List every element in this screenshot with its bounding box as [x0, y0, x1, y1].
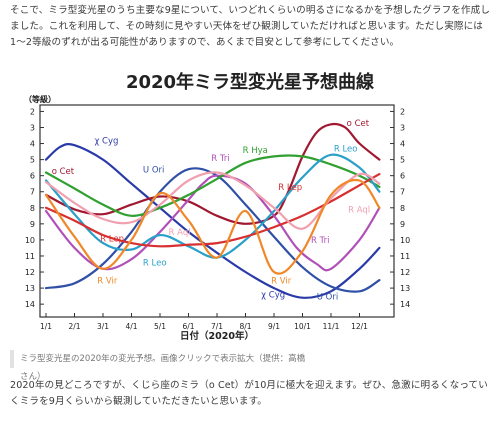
y-tick-label-left: 6 — [30, 172, 35, 181]
series-label: R Leo — [143, 259, 167, 269]
y-tick-label-right: 14 — [400, 300, 410, 309]
y-tick-label-right: 7 — [400, 188, 405, 197]
y-tick-label-left: 13 — [25, 284, 35, 293]
chart-title: 2020年ミラ型変光星予想曲線 — [126, 71, 374, 93]
variable-star-chart[interactable]: 2020年ミラ型変光星予想曲線 （等級） 234567891011121314 … — [10, 64, 490, 344]
series-line-r-hya — [44, 154, 381, 217]
series-line-cyg — [44, 142, 381, 299]
y-tick-label-left: 4 — [30, 140, 35, 149]
y-tick-label-left: 12 — [25, 268, 35, 277]
y-tick-label-right: 12 — [400, 268, 410, 277]
y-tick-label-right: 6 — [400, 172, 405, 181]
series-label: χ Cyg — [261, 291, 285, 301]
y-tick-label-left: 3 — [30, 123, 35, 132]
series-label: ο Cet — [347, 119, 370, 129]
y-axis-label: （等級） — [24, 94, 56, 104]
y-tick-label-right: 2 — [400, 107, 405, 116]
outro-paragraph: 2020年の見どころですが、くじら座のミラ（ο Cet）が10月に極大を迎えます… — [10, 380, 488, 407]
series-label: R Lep — [100, 235, 124, 245]
x-ticks: 1/1 2/1 3/1 4/1 5/1 6/1 7/1 8/1 9/1 10/1 11/1 12/1 — [40, 313, 368, 331]
x-tick-label: 10/1 — [294, 322, 311, 331]
x-tick-label: 4/1 — [125, 322, 137, 331]
series-label: χ Cyg — [94, 137, 118, 147]
y-tick-label-left: 5 — [30, 156, 35, 165]
y-ticks-left: 2 3 4 5 6 7 8 9 10 11 12 13 14 — [25, 107, 44, 309]
y-tick-label-right: 9 — [400, 220, 405, 229]
y-tick-label-left: 10 — [25, 236, 35, 245]
y-tick-label-left: 2 — [30, 107, 35, 116]
y-tick-label-right: 11 — [400, 252, 410, 261]
series-label: R Tri — [211, 154, 229, 164]
y-tick-label-left: 9 — [30, 220, 35, 229]
x-tick-label: 11/1 — [323, 322, 340, 331]
y-tick-label-right: 13 — [400, 284, 410, 293]
series-label: U Ori — [143, 165, 164, 175]
intro-paragraph: そこで、ミラ型変光星のうち主要な9星について、いつどれくらいの明るさになるかを予… — [10, 5, 491, 48]
x-tick-label: 6/1 — [182, 322, 194, 331]
curve-labels: χ Cyg χ Cyg ο Cet ο Cet U Ori U Ori R Tri R Tri… — [52, 119, 370, 302]
y-tick-label-right: 5 — [400, 156, 405, 165]
y-tick-label-right: 3 — [400, 123, 405, 132]
series-line-r-aql — [44, 171, 381, 230]
x-tick-label: 5/1 — [154, 322, 166, 331]
series-line-r-lep — [44, 173, 381, 248]
y-tick-label-right: 4 — [400, 140, 405, 149]
x-tick-label: 1/1 — [40, 322, 52, 331]
y-tick-label-right: 8 — [400, 204, 405, 213]
x-tick-label: 8/1 — [239, 322, 251, 331]
series-label: R Hya — [243, 146, 268, 156]
series-label: R Tri — [311, 236, 329, 246]
x-tick-label: 2/1 — [68, 322, 80, 331]
x-tick-label: 3/1 — [97, 322, 109, 331]
series-line-r-tri — [44, 174, 381, 272]
series-label: R Lep — [278, 183, 302, 193]
y-tick-label-right: 10 — [400, 236, 410, 245]
x-axis-label: 日付（2020年） — [180, 330, 254, 342]
figure-caption: ミラ型変光星の2020年の変光予想。画像クリックで表示拡大（提供：高橋さん） — [10, 350, 310, 382]
series-label: R Aql — [348, 206, 370, 216]
y-tick-label-left: 7 — [30, 188, 35, 197]
y-ticks-right: 2 3 4 5 6 7 8 9 10 11 12 13 14 — [390, 107, 410, 309]
series-label: ο Cet — [52, 167, 75, 177]
y-tick-label-left: 11 — [25, 252, 35, 261]
series-label: R Aql — [169, 228, 191, 238]
x-tick-label: 12/1 — [351, 322, 368, 331]
y-tick-label-left: 14 — [25, 300, 35, 309]
series-line-r-vir — [44, 178, 381, 275]
series-label: R Vir — [97, 276, 118, 286]
series-label: U Ori — [317, 292, 338, 302]
series-label: R Leo — [334, 145, 358, 155]
x-tick-label: 7/1 — [211, 322, 223, 331]
series-line-u-ori — [44, 167, 381, 293]
light-curves — [44, 122, 381, 299]
series-label: R Vir — [271, 276, 292, 286]
x-tick-label: 9/1 — [268, 322, 280, 331]
y-tick-label-left: 8 — [30, 204, 35, 213]
